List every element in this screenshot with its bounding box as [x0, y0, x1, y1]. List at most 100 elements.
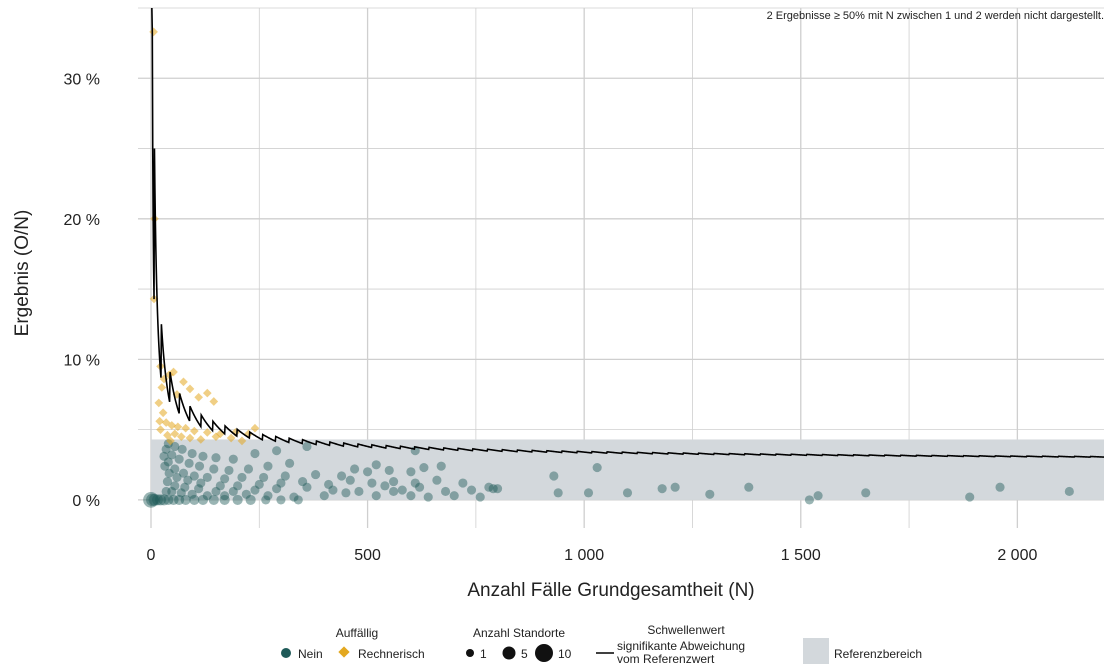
legend-nein-marker	[281, 648, 291, 658]
point-rechnerisch	[166, 436, 175, 446]
point-nein	[1064, 486, 1074, 497]
point-rechnerisch	[181, 423, 190, 433]
point-nein	[488, 484, 498, 494]
point-nein	[272, 446, 282, 456]
point-nein	[367, 478, 377, 488]
point-nein	[293, 495, 303, 505]
point-nein	[272, 484, 282, 494]
point-rechnerisch	[169, 367, 178, 377]
point-nein	[197, 494, 209, 505]
point-nein	[160, 461, 170, 471]
legend-size-10-label: 10	[558, 647, 572, 661]
point-nein	[194, 461, 205, 471]
legend-size-1-marker	[466, 649, 474, 657]
point-nein	[228, 486, 238, 497]
point-nein	[180, 494, 191, 505]
point-nein	[285, 458, 295, 468]
legend-size-5-label: 5	[521, 647, 528, 661]
point-rechnerisch	[196, 435, 206, 444]
point-nein	[159, 451, 169, 461]
point-nein	[263, 491, 273, 501]
x-tick-label: 2 000	[997, 547, 1037, 564]
point-nein	[219, 494, 230, 505]
legend-auffaellig: Auffällig Nein Rechnerisch	[281, 626, 425, 661]
point-nein	[250, 448, 260, 459]
point-nein	[261, 495, 271, 505]
series-nein	[143, 439, 1074, 508]
point-nein	[419, 463, 429, 473]
point-nein	[354, 486, 364, 497]
point-nein	[350, 464, 360, 474]
legend-schwellenwert-line1: signifikante Abweichung	[617, 639, 745, 653]
point-nein	[259, 472, 269, 482]
point-nein	[176, 488, 186, 498]
point-nein	[622, 488, 633, 498]
legend-standorte: Anzahl Standorte 1 5 10	[466, 626, 572, 662]
point-rechnerisch	[185, 384, 195, 394]
point-rechnerisch	[172, 390, 182, 399]
point-nein	[202, 472, 212, 482]
point-nein	[164, 468, 174, 478]
point-rechnerisch	[194, 392, 203, 402]
x-tick-label: 1 000	[564, 547, 604, 564]
point-nein	[371, 460, 381, 470]
point-nein	[423, 492, 433, 502]
point-nein	[146, 493, 159, 507]
point-nein	[549, 471, 559, 481]
point-nein	[298, 477, 308, 487]
point-nein	[232, 494, 243, 505]
point-nein	[163, 494, 174, 505]
legend-rechnerisch-label: Rechnerisch	[358, 647, 425, 661]
point-nein	[187, 448, 197, 459]
point-nein	[254, 479, 264, 489]
point-nein	[161, 444, 171, 454]
x-tick-label: 1 500	[781, 547, 821, 564]
point-nein	[180, 482, 190, 492]
point-nein	[341, 488, 351, 498]
legend-size-10-marker	[535, 644, 553, 662]
point-nein	[178, 468, 189, 478]
point-nein	[553, 488, 563, 498]
point-nein	[220, 474, 230, 484]
point-nein	[170, 441, 180, 452]
legend-nein-label: Nein	[298, 647, 323, 661]
point-nein	[705, 489, 715, 499]
point-nein	[324, 479, 334, 489]
point-nein	[415, 482, 425, 492]
point-nein	[380, 481, 390, 491]
point-nein	[302, 482, 312, 492]
point-rechnerisch	[155, 416, 164, 426]
point-nein	[861, 488, 871, 498]
legend-referenz-swatch	[803, 638, 829, 664]
point-rechnerisch	[163, 430, 172, 440]
point-nein	[167, 486, 177, 497]
point-rechnerisch	[173, 422, 183, 432]
point-nein	[170, 464, 180, 474]
point-nein	[174, 494, 185, 505]
point-nein	[592, 463, 602, 473]
point-rechnerisch	[237, 436, 247, 446]
point-nein	[276, 495, 286, 505]
point-nein	[237, 472, 247, 482]
point-nein	[302, 441, 312, 452]
point-nein	[744, 482, 754, 492]
point-nein	[280, 471, 290, 481]
point-rechnerisch	[189, 426, 199, 436]
point-nein	[384, 465, 394, 475]
point-nein	[148, 494, 161, 506]
point-rechnerisch	[157, 383, 167, 392]
point-nein	[143, 492, 159, 508]
point-rechnerisch	[149, 27, 158, 37]
point-nein	[449, 491, 459, 501]
legend-schwellenwert: Schwellenwert signifikante Abweichung vo…	[596, 623, 745, 666]
point-nein	[189, 471, 199, 481]
point-nein	[167, 450, 177, 460]
point-nein	[492, 484, 503, 494]
point-nein	[804, 495, 814, 505]
axis-ticks: 0 500 1 000 1 500 2 000 0 % 10 % 20 % 30 %	[64, 71, 1038, 564]
point-nein	[965, 492, 975, 502]
point-rechnerisch	[167, 421, 177, 430]
point-nein	[263, 461, 273, 471]
point-rechnerisch	[226, 433, 236, 443]
